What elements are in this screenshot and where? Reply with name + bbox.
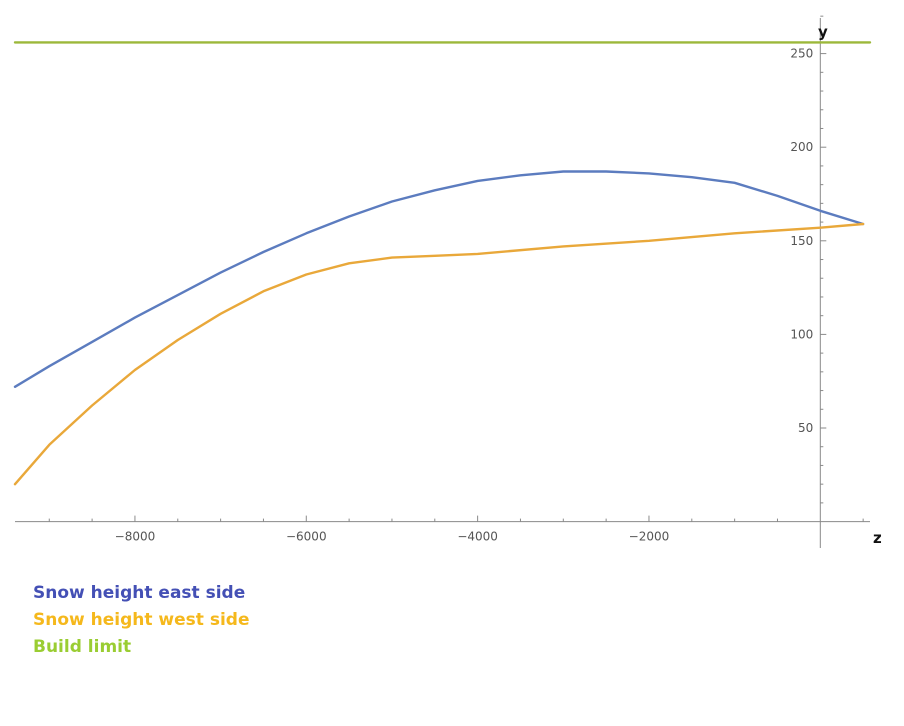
x-tick-label: −2000 (629, 530, 670, 544)
legend-item-build-limit: Build limit (33, 637, 132, 657)
legend-item-west: Snow height west side (33, 610, 250, 630)
y-axis-label: y (818, 23, 828, 41)
series-line-west (13, 222, 865, 486)
series-layer (13, 41, 872, 486)
axes: −8000 −6000 −4000 −2000 50 100 150 200 250 (15, 15, 870, 548)
y-tick-label: 50 (798, 421, 813, 435)
x-tick-label: −6000 (286, 530, 327, 544)
y-tick-label: 100 (790, 327, 813, 341)
y-tick-label: 250 (790, 47, 813, 61)
legend-item-east: Snow height east side (33, 583, 246, 603)
y-tick-label: 150 (790, 234, 813, 248)
series-line-east (13, 170, 865, 388)
x-axis-label: z (873, 529, 882, 547)
x-tick-label: −8000 (115, 530, 156, 544)
y-tick-label: 200 (790, 140, 813, 154)
x-tick-label: −4000 (457, 530, 498, 544)
chart-plot: −8000 −6000 −4000 −2000 50 100 150 200 250 y z (13, 15, 882, 548)
legend: Snow height east side Snow height west s… (33, 580, 249, 661)
